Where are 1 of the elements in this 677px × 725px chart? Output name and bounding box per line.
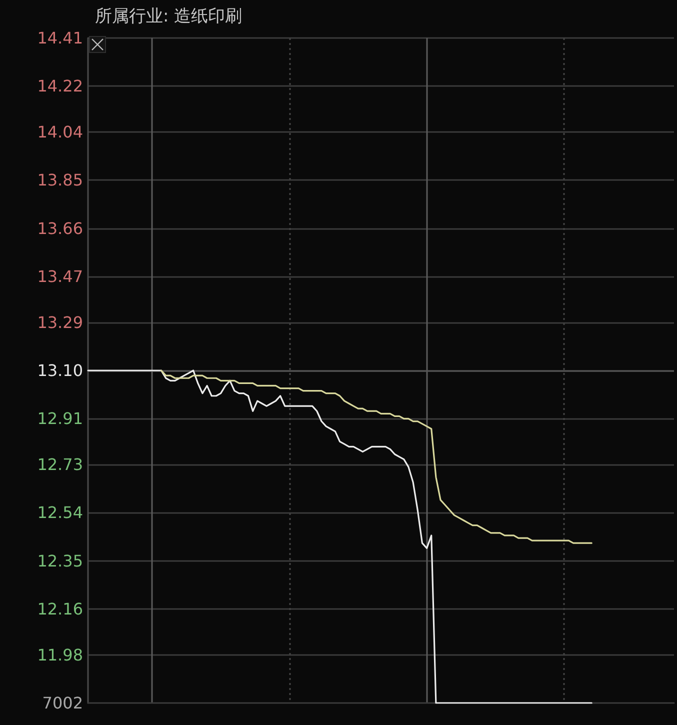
line-series — [160, 370, 592, 544]
